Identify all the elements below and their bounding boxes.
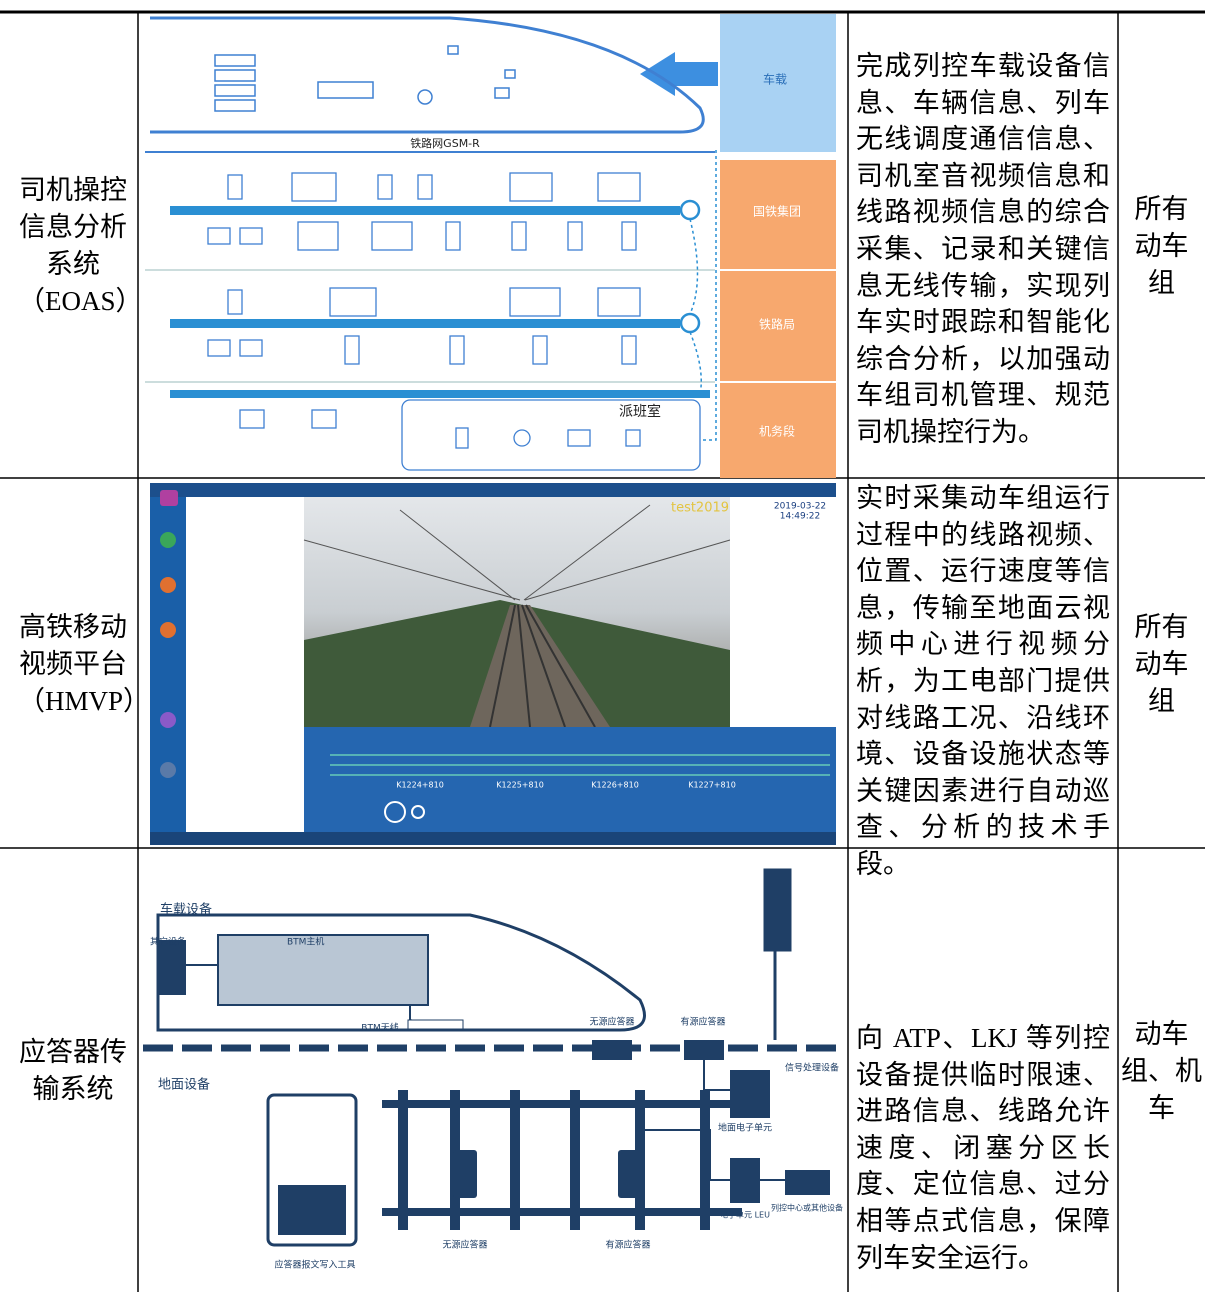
system-name: 应答器传输系统 [19, 1037, 127, 1104]
description: 完成列控车载设备信息、车辆信息、列车无线调度通信信息、司机室音视频信息和线路视频… [856, 51, 1110, 447]
scope-cell: 动车组、机车 [1118, 850, 1205, 1292]
milepost-label: K1226+810 [591, 781, 639, 790]
scope: 动车组、机车 [1121, 1018, 1202, 1123]
video-time: 14:49:22 [780, 512, 820, 522]
scope-cell: 所有动车组 [1118, 14, 1205, 478]
diagram-label: 地面设备 [158, 1077, 210, 1093]
video-watermark: test2019 [671, 501, 729, 516]
diagram-label: 派班室 [619, 403, 661, 420]
diagram-label: 电子单元 LEU [720, 1210, 770, 1220]
diagram-label: 铁路局 [759, 317, 795, 332]
scope: 所有动车组 [1134, 193, 1189, 298]
diagram-label: 应答器报文写入工具 [274, 1259, 355, 1271]
diagram-label: 有源应答器 [605, 1239, 650, 1251]
diagram-label: BTM天线 [361, 1022, 398, 1034]
diagram-label: 信号处理设备 [785, 1062, 839, 1074]
scope-cell: 所有动车组 [1118, 480, 1205, 848]
diagram-label: BTM主机 [287, 936, 324, 948]
diagram-label: 铁路网GSM-R [410, 137, 480, 150]
system-name: 司机操控信息分析系统（EOAS） [18, 175, 143, 316]
system-cell: 应答器传输系统 [8, 850, 138, 1292]
video-date: 2019-03-22 [774, 502, 826, 512]
diagram-label: 无源应答器 [589, 1016, 634, 1028]
diagram-label: 国铁集团 [753, 204, 801, 219]
table-rules [0, 10, 1205, 1292]
balise-diagram: 车载设备 其它设备 BTM主机 BTM天线 无源应答器 有源应答器 信号处理设备… [143, 868, 845, 1271]
diagram-label: 地面电子单元 [718, 1122, 772, 1134]
system-cell: 司机操控信息分析系统（EOAS） [8, 14, 143, 478]
description: 向 ATP、LKJ 等列控设备提供临时限速、进路信息、线路允许速度、闭塞分区长度… [856, 1023, 1110, 1273]
diagram-label: 有源应答器 [680, 1016, 725, 1028]
scope: 所有动车组 [1134, 611, 1189, 716]
hmvp-diagram: test2019 2019-03-22 14:49:22 K1224+810 K… [150, 483, 836, 845]
diagram-label: 车载设备 [160, 902, 212, 918]
description: 实时采集动车组运行过程中的线路视频、位置、运行速度等信息，传输至地面云视频中心进… [856, 483, 1110, 879]
milepost-label: K1224+810 [396, 781, 444, 790]
diagram-label: 机务段 [759, 424, 795, 439]
eoas-diagram: 车载 国铁集团 铁路局 机务段 铁路网GSM-R 派班室 [145, 14, 836, 478]
system-cell: 高铁移动视频平台（HMVP） [8, 480, 151, 848]
diagram-label: 无源应答器 [442, 1239, 487, 1251]
diagram-label: 车载 [763, 72, 787, 87]
diagram-label: 列控中心或其他设备 [771, 1203, 843, 1213]
system-name: 高铁移动视频平台（HMVP） [18, 611, 151, 716]
diagram-label: 其它设备 [150, 936, 186, 948]
milepost-label: K1227+810 [688, 781, 736, 790]
milepost-label: K1225+810 [496, 781, 544, 790]
